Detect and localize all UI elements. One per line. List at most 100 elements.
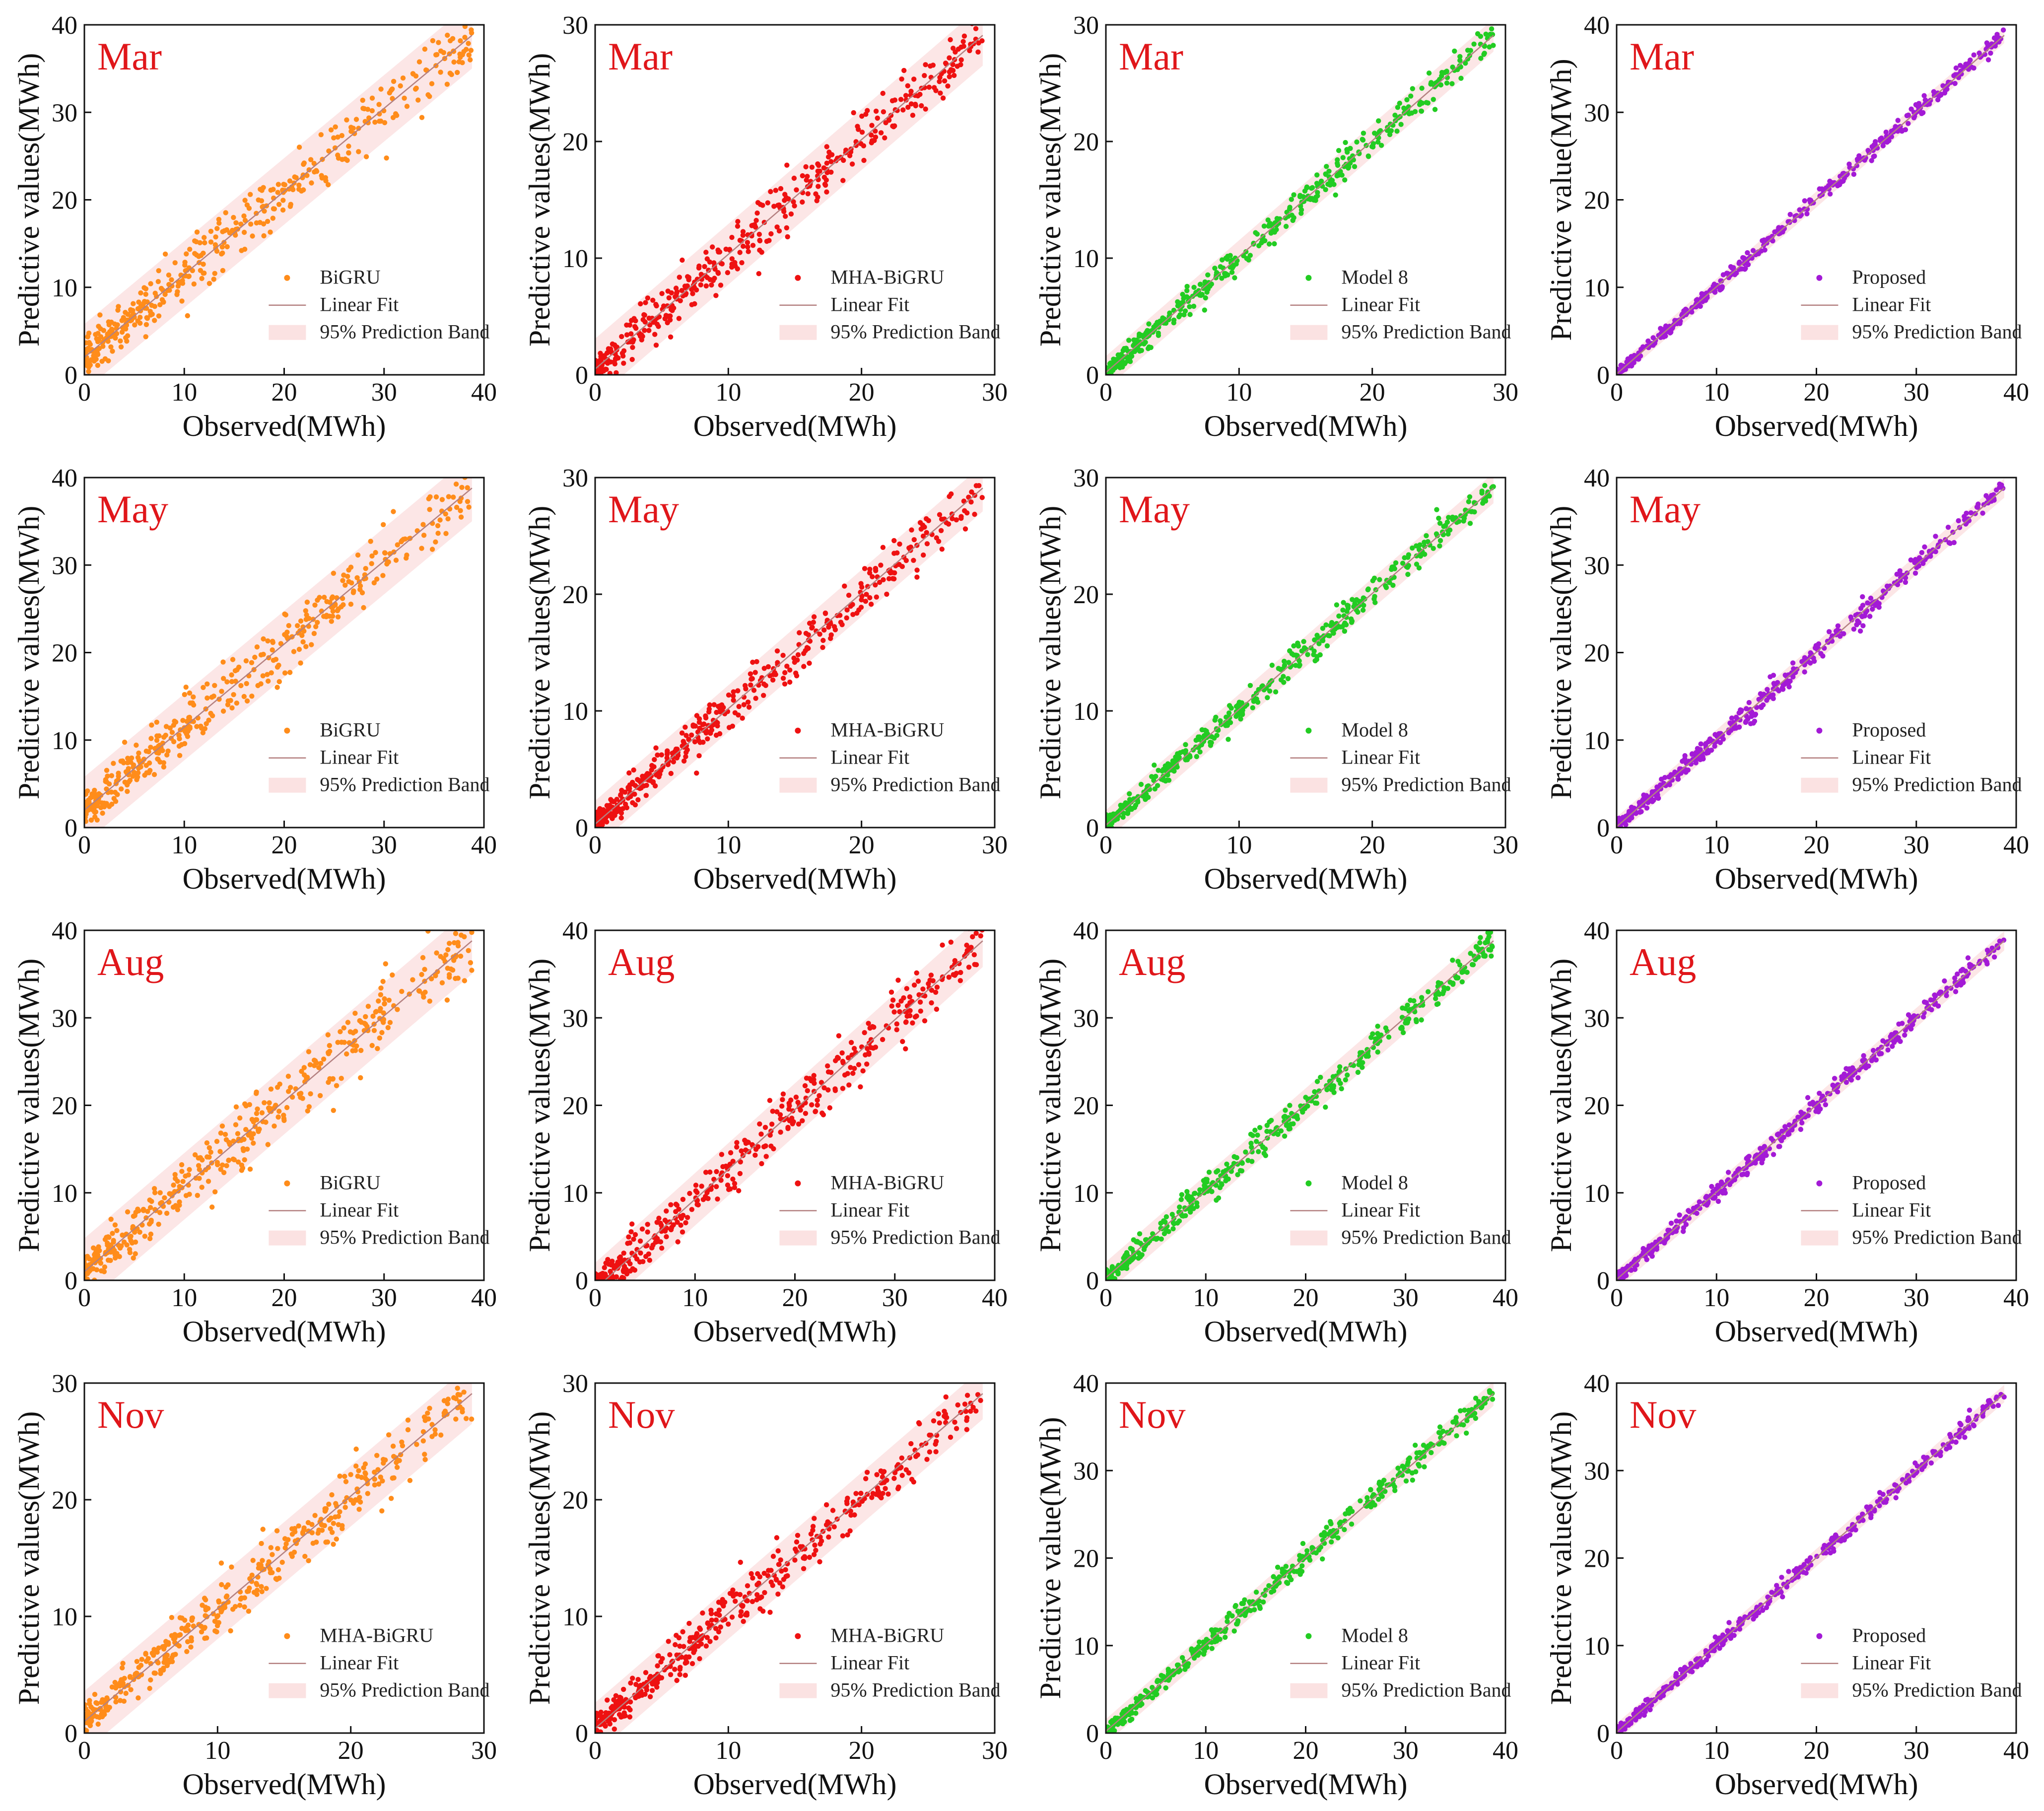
x-tick-label: 30: [1493, 378, 1518, 407]
data-point: [167, 725, 173, 731]
data-point: [962, 526, 968, 532]
data-point: [385, 1025, 391, 1031]
data-point: [1296, 663, 1302, 669]
data-point: [1141, 341, 1147, 347]
data-point: [967, 48, 972, 54]
data-point: [88, 817, 94, 823]
data-point: [1261, 1151, 1267, 1156]
data-point: [934, 984, 940, 990]
data-point: [457, 51, 463, 57]
data-point: [1919, 111, 1924, 116]
data-point: [242, 1157, 247, 1163]
data-point: [159, 297, 165, 302]
data-point: [1349, 620, 1355, 625]
data-point: [881, 109, 886, 115]
data-point: [156, 1221, 161, 1227]
data-point: [824, 144, 829, 149]
data-point: [144, 315, 149, 321]
x-tick-label: 20: [1293, 1284, 1319, 1312]
data-point: [767, 1132, 773, 1138]
data-point: [1334, 602, 1340, 608]
data-point: [604, 803, 610, 808]
data-point: [694, 770, 699, 776]
data-point: [1249, 1149, 1255, 1155]
y-tick-label: 0: [575, 1267, 588, 1295]
y-tick-label: 0: [65, 1267, 77, 1295]
data-point: [731, 689, 736, 695]
data-point: [233, 679, 238, 684]
data-point: [1804, 211, 1810, 216]
data-point: [287, 178, 293, 184]
legend-series-label: Proposed: [1852, 719, 1926, 741]
y-tick-label: 10: [52, 1180, 77, 1208]
data-point: [220, 229, 225, 234]
data-point: [156, 733, 162, 739]
data-point: [335, 614, 341, 620]
data-point: [1224, 1161, 1229, 1167]
data-point: [1281, 1114, 1287, 1120]
data-point: [342, 582, 348, 588]
data-point: [1444, 80, 1450, 86]
data-point: [1330, 1083, 1336, 1089]
data-point: [363, 566, 368, 571]
data-point: [1903, 127, 1908, 133]
data-point: [92, 355, 97, 360]
data-point: [1424, 533, 1429, 539]
data-point: [187, 690, 193, 696]
data-point: [220, 708, 226, 714]
data-point: [151, 772, 157, 777]
data-point: [1213, 275, 1219, 280]
data-point: [1291, 643, 1296, 649]
data-point: [1467, 494, 1473, 499]
x-tick-label: 0: [1099, 378, 1112, 407]
linear-fit-line: [1106, 940, 1494, 1278]
data-point: [907, 1008, 913, 1013]
data-point: [143, 1215, 149, 1221]
data-point: [176, 280, 182, 285]
data-point: [1161, 1231, 1167, 1237]
data-point: [958, 44, 964, 50]
data-point: [851, 1045, 857, 1051]
data-point: [361, 106, 367, 112]
data-point: [1254, 691, 1259, 696]
data-point: [373, 550, 378, 556]
data-point: [1169, 1212, 1175, 1217]
data-point: [741, 243, 746, 249]
x-tick-label: 20: [849, 831, 875, 859]
x-axis-label: Observed(MWh): [693, 410, 897, 442]
data-point: [87, 358, 92, 364]
data-point: [666, 295, 672, 301]
data-point: [802, 1083, 808, 1089]
data-point: [1818, 651, 1824, 656]
data-point: [978, 470, 983, 475]
data-point: [1257, 1125, 1263, 1130]
data-point: [1231, 1154, 1237, 1160]
data-point: [402, 95, 407, 101]
data-point: [1985, 57, 1991, 63]
data-point: [276, 679, 282, 685]
data-point: [868, 601, 874, 607]
y-tick-label: 20: [562, 581, 588, 609]
y-tick-label: 20: [1584, 187, 1610, 215]
data-point: [932, 85, 937, 90]
panel-title: Aug: [1119, 940, 1185, 983]
data-point: [914, 970, 919, 975]
data-point: [922, 73, 927, 78]
data-point: [112, 1222, 118, 1228]
y-tick-label: 0: [1597, 361, 1610, 390]
data-point: [840, 1058, 846, 1064]
data-point: [377, 1035, 382, 1041]
data-point: [1860, 594, 1865, 600]
data-point: [1906, 121, 1911, 126]
data-point: [1406, 1008, 1412, 1014]
data-point: [626, 770, 632, 776]
data-point: [710, 278, 716, 283]
data-point: [870, 1024, 875, 1030]
data-point: [105, 1257, 111, 1263]
data-point: [109, 319, 114, 325]
data-point: [1199, 727, 1205, 733]
data-point: [761, 681, 767, 687]
data-point: [1827, 191, 1833, 197]
data-point: [369, 561, 374, 566]
data-point: [1131, 342, 1137, 347]
